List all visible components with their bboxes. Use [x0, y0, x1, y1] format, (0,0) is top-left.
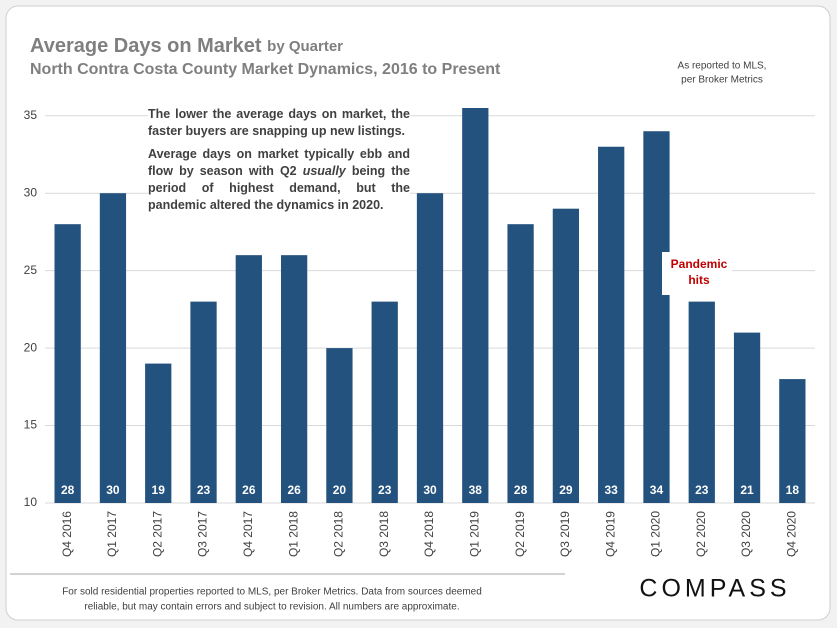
x-tick-label: Q3 2020 [739, 511, 753, 557]
data-label: 28 [514, 483, 528, 497]
x-tick-label: Q3 2019 [558, 511, 572, 557]
emphasis: usually [302, 164, 346, 178]
data-label: 21 [740, 483, 754, 497]
bar [507, 224, 534, 504]
x-tick-label: Q2 2019 [513, 511, 527, 557]
source-note: per Broker Metrics [681, 75, 763, 86]
footer: For sold residential properties reported… [62, 587, 482, 598]
bar [371, 301, 398, 503]
bar [733, 332, 761, 503]
bar [779, 379, 806, 503]
x-tick-label: Q1 2017 [105, 511, 119, 557]
subtitle: North Contra Costa County Market Dynamic… [30, 61, 501, 78]
bar [462, 108, 489, 504]
bar [190, 301, 217, 503]
bar [326, 348, 353, 503]
bar [416, 193, 444, 503]
data-label: 23 [378, 483, 392, 497]
annotation: The lower the average days on market, th… [148, 106, 410, 220]
text: being the period of highest demand, but … [148, 164, 410, 212]
logo: COMPASS [639, 575, 790, 603]
x-tick-label: Q4 2017 [241, 511, 255, 557]
bar [598, 146, 625, 503]
data-label: 33 [604, 483, 618, 497]
plot: 10 15 20 25 30 35 Q4 2016 28 Q1 2017 30 Q2 2017 19 Q… [24, 108, 815, 557]
bar [145, 363, 172, 503]
x-tick-label: Q2 2018 [332, 511, 346, 557]
y-tick-label: 10 [24, 495, 38, 509]
data-label: 20 [333, 483, 347, 497]
x-tick-label: Q4 2020 [785, 511, 799, 557]
annotation-1: The lower the average days on market, th… [148, 107, 410, 138]
event-label: Pandemic [671, 257, 728, 271]
data-label: 30 [106, 483, 120, 497]
y-tick-label: 30 [24, 185, 38, 199]
data-label: 26 [242, 483, 256, 497]
x-tick-label: Q4 2016 [60, 511, 74, 557]
footer: reliable, but may contain errors and sub… [84, 602, 459, 613]
bar [99, 193, 127, 503]
data-label: 29 [559, 483, 573, 497]
title-suffix: by Quarter [267, 38, 343, 55]
x-tick-label: Q1 2019 [467, 511, 481, 557]
data-label: 18 [786, 483, 800, 497]
bar [280, 255, 308, 503]
data-label: 19 [152, 483, 166, 497]
y-tick-label: 25 [24, 263, 38, 277]
x-tick-label: Q4 2018 [422, 511, 436, 557]
bar [688, 301, 715, 503]
x-tick-label: Q1 2018 [286, 511, 300, 557]
data-label: 28 [61, 483, 75, 497]
text: Average days on market typically ebb and… [148, 147, 410, 178]
data-label: 34 [650, 483, 664, 497]
data-label: 30 [423, 483, 437, 497]
x-tick-label: Q3 2017 [196, 511, 210, 557]
x-tick-label: Q3 2018 [377, 511, 391, 557]
y-tick-label: 35 [24, 108, 38, 122]
event-box [662, 252, 732, 295]
data-label: 26 [287, 483, 301, 497]
annotation-2: Average days on market typically ebb and… [148, 146, 410, 214]
x-tick-label: Q2 2017 [150, 511, 164, 557]
y-tick-label: 20 [24, 340, 38, 354]
bar [552, 208, 580, 503]
x-tick-label: Q2 2020 [694, 511, 708, 557]
bar [54, 224, 81, 504]
bars [54, 108, 806, 504]
data-label: 23 [197, 483, 211, 497]
data-label: 23 [695, 483, 709, 497]
bar [643, 131, 670, 503]
bar [235, 255, 262, 503]
chart-title: Average Days on Market by Quarter [30, 35, 343, 57]
event-label: hits [688, 273, 710, 287]
x-tick-label: Q1 2020 [649, 511, 663, 557]
title-main: Average Days on Market [30, 35, 262, 57]
x-tick-label: Q4 2019 [603, 511, 617, 557]
data-label: 38 [469, 483, 483, 497]
y-tick-label: 15 [24, 418, 38, 432]
source-note: As reported to MLS, [678, 61, 767, 72]
